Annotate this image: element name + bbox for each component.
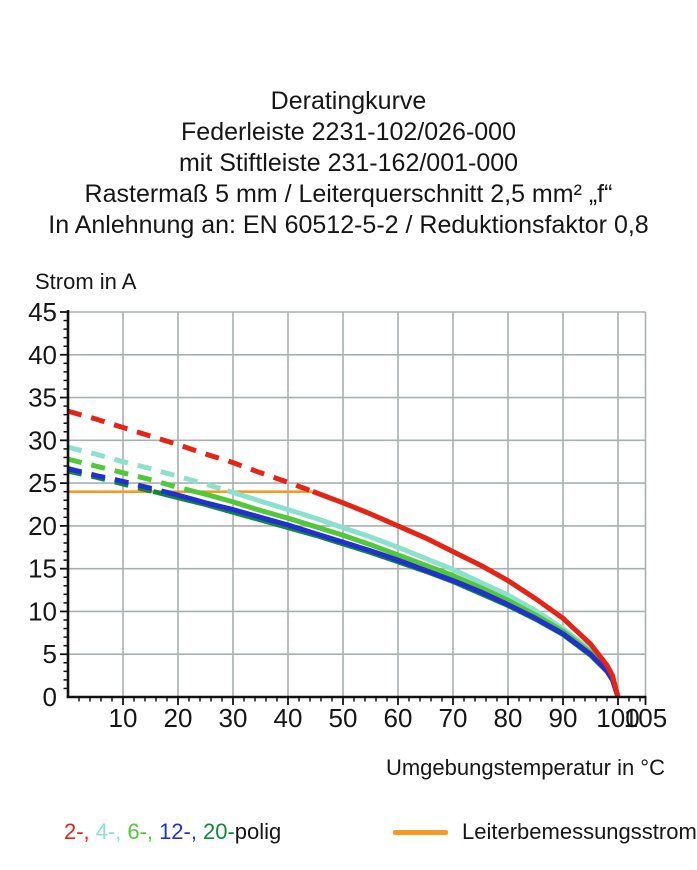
x-tick-label: 60 (384, 703, 413, 733)
x-tick-label: 50 (329, 703, 358, 733)
y-axis-title: Strom in A (35, 269, 137, 294)
title-line-2: Federleiste 2231-102/026-000 (181, 118, 516, 146)
pole-legend-item: 2-, (64, 819, 90, 844)
y-tick-label: 0 (43, 682, 57, 712)
x-tick-label: 105 (624, 703, 667, 733)
y-tick-label: 15 (28, 554, 57, 584)
y-tick-label: 10 (28, 596, 57, 626)
grid-layer (68, 311, 647, 697)
title-line-5: In Anlehnung an: EN 60512-5-2 / Reduktio… (48, 211, 649, 239)
poles-legend: 2-, 4-, 6-, 12-, 20-polig (64, 819, 281, 845)
rated-current-label: Leiterbemessungsstrom (462, 819, 697, 844)
title-line-4: Rastermaß 5 mm / Leiterquerschnitt 2,5 m… (84, 180, 613, 208)
x-tick-label: 30 (219, 703, 248, 733)
x-tick-label: 80 (494, 703, 523, 733)
rated-current-legend: Leiterbemessungsstrom (393, 819, 697, 845)
title-line-1: Deratingkurve (270, 87, 427, 115)
x-tick-label: 90 (549, 703, 578, 733)
pole-legend-item: 12-, (159, 819, 197, 844)
y-tick-label: 30 (28, 425, 57, 455)
legend-row: 2-, 4-, 6-, 12-, 20-polig Leiterbemessungsst… (0, 815, 697, 849)
y-tick-label: 40 (28, 340, 57, 370)
y-tick-label: 45 (28, 297, 57, 327)
pole-legend-item: 4-, (95, 819, 122, 844)
tick-label-layer: 0 5 10 15 20 25 30 35 40 45 10 20 30 40 50 60 70 80 90 1001… (28, 297, 667, 733)
title-line-3: mit Stiftleiste 231-162/001-000 (178, 149, 519, 177)
x-tick-label: 20 (164, 703, 193, 733)
axes-layer (60, 310, 647, 705)
x-tick-label: 70 (439, 703, 468, 733)
y-tick-label: 25 (28, 468, 57, 498)
y-tick-label: 5 (43, 639, 57, 669)
x-tick-label: 100 (596, 703, 639, 733)
x-tick-label: 10 (109, 703, 138, 733)
rated-current-line-swatch (393, 829, 448, 835)
pole-legend-item: 20- (202, 819, 235, 844)
y-tick-label: 20 (28, 511, 57, 541)
curves-layer (67, 408, 621, 698)
x-axis-title: Umgebungstemperatur in °C (386, 755, 665, 780)
chart-title-block: Deratingkurve Federleiste 2231-102/026-0… (0, 86, 697, 241)
poles-legend-suffix: polig (234, 819, 282, 844)
pole-legend-item: 6-, (127, 819, 154, 844)
x-tick-label: 40 (274, 703, 303, 733)
y-tick-label: 35 (28, 383, 57, 413)
